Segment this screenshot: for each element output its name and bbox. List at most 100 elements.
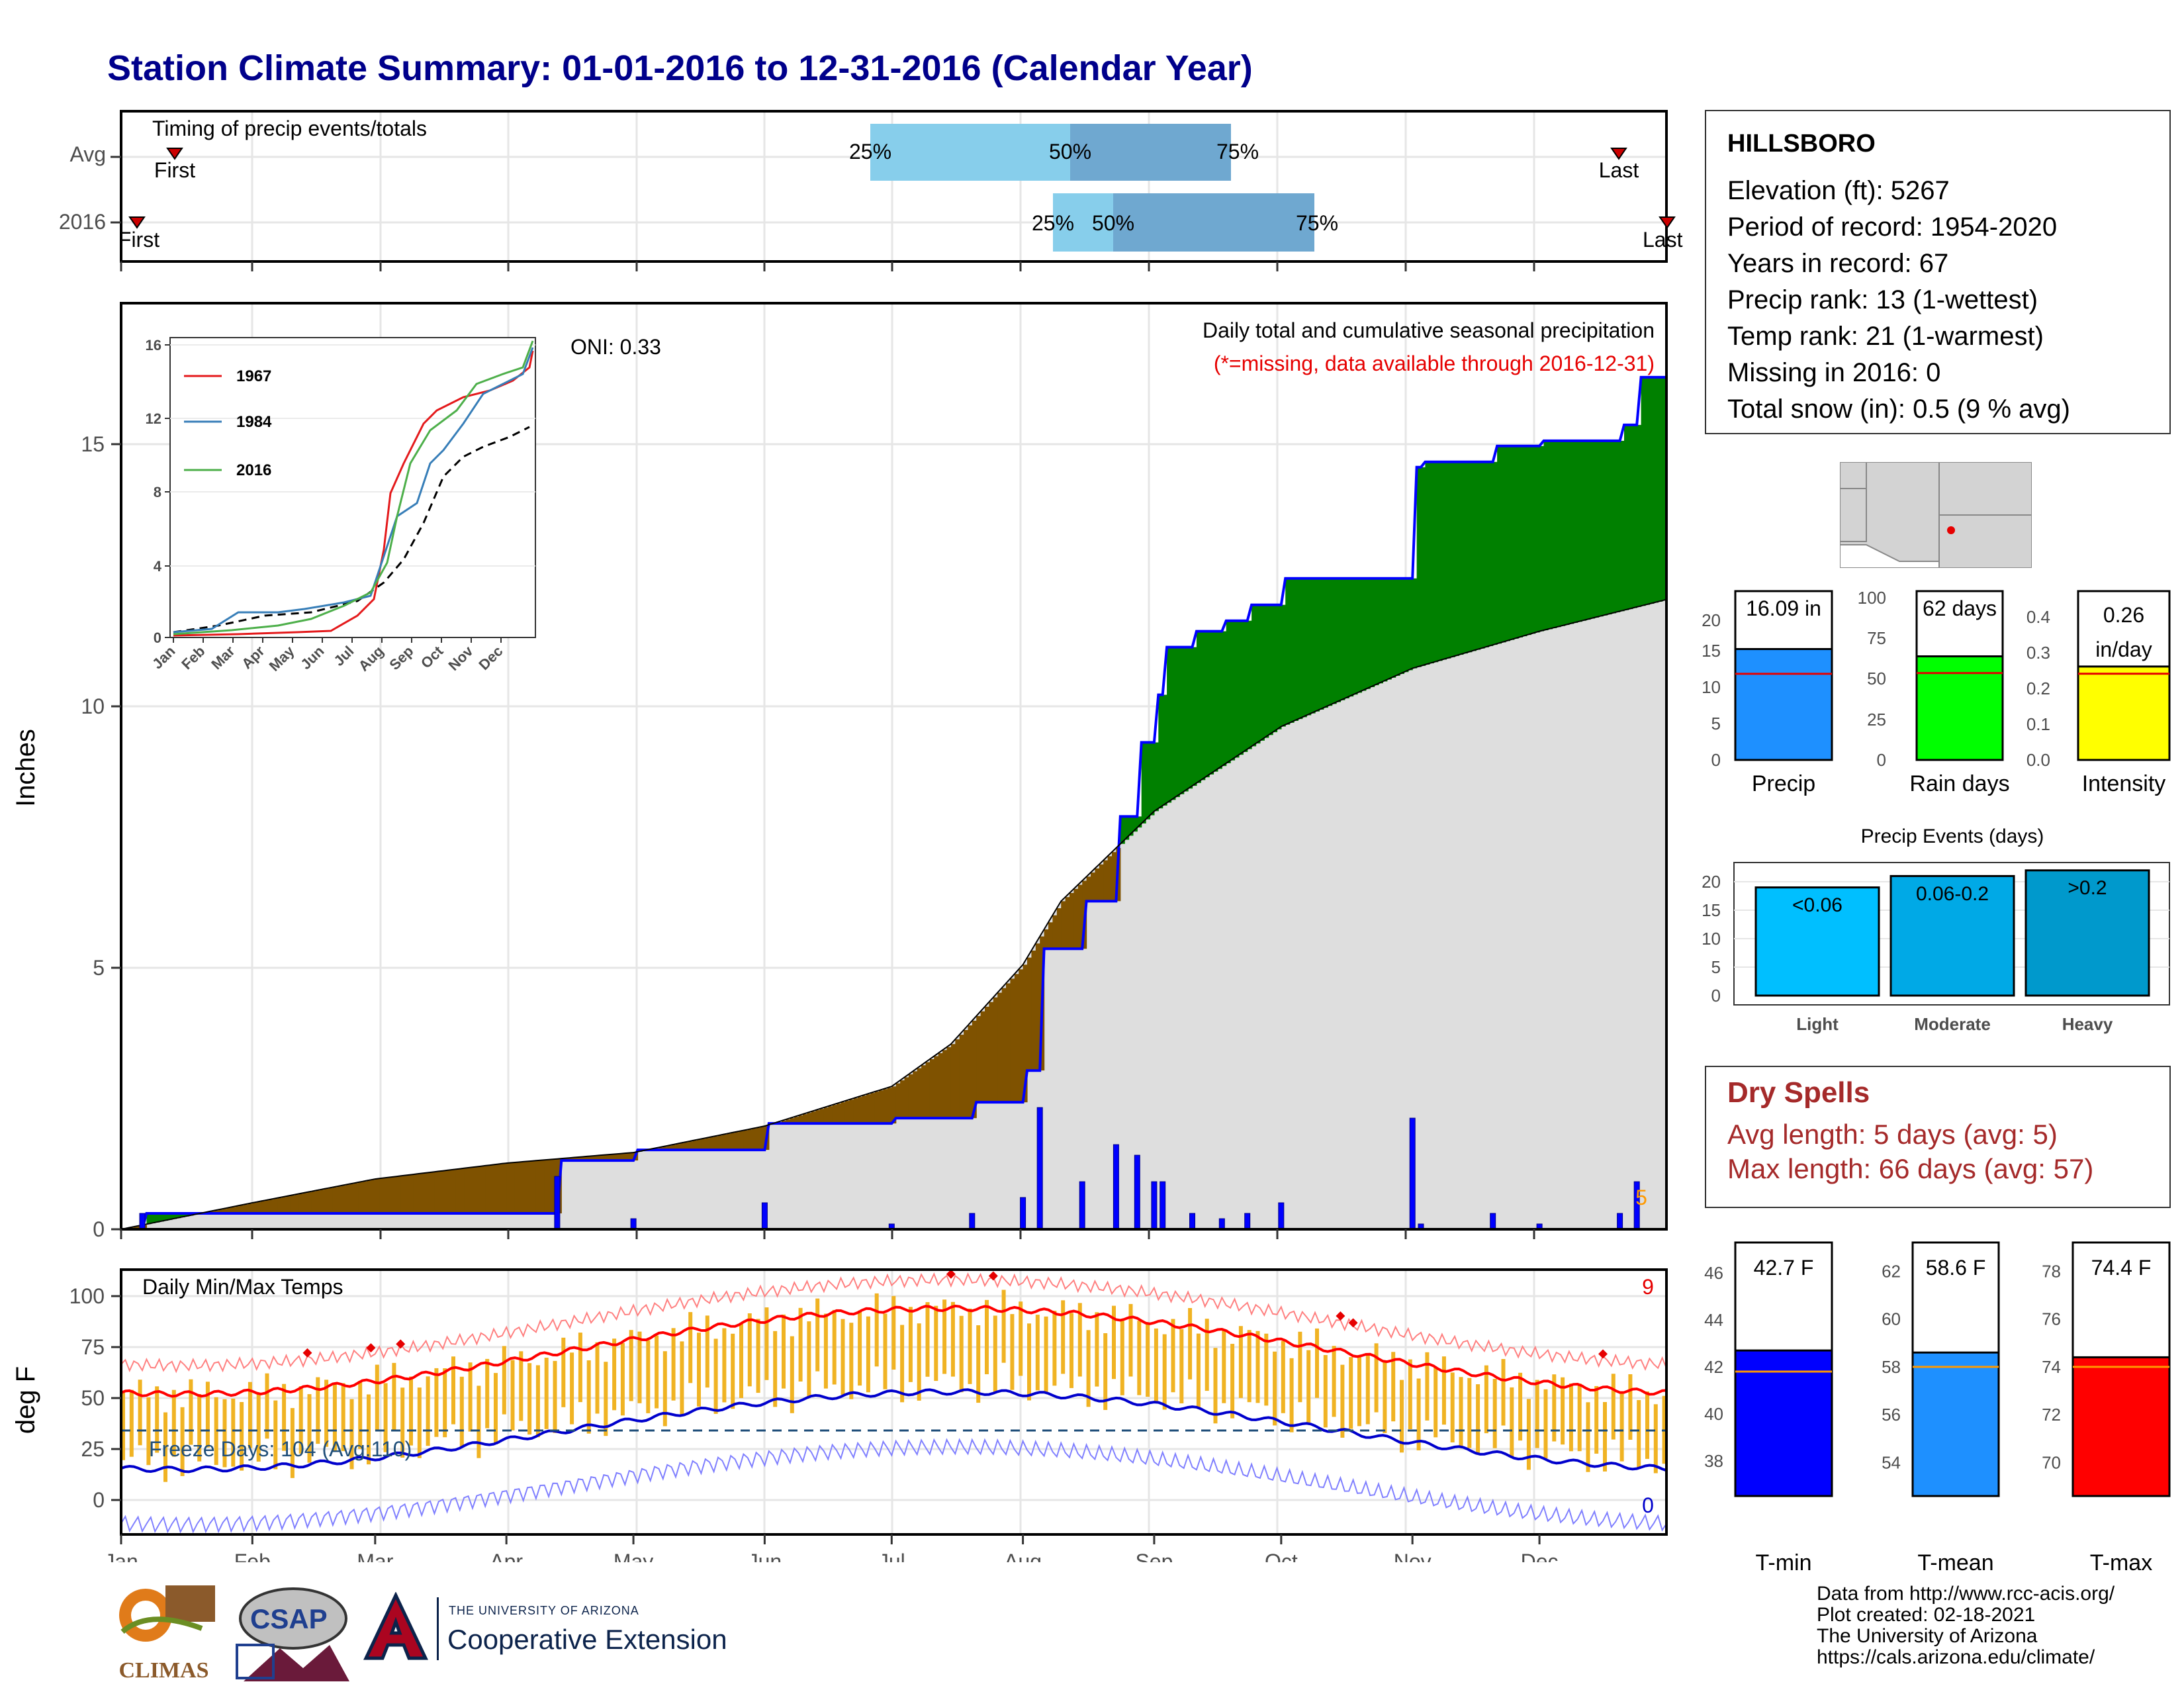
tmean-yaxis: 54 56 58 60 62: [1882, 1261, 1901, 1472]
surplus-area: [1441, 461, 1447, 660]
surplus-area: [1404, 578, 1409, 673]
daily-temp-bar: [646, 1340, 651, 1413]
surplus-area: [1400, 578, 1404, 675]
deficit-area: [950, 1044, 956, 1119]
surplus-area: [1531, 445, 1536, 634]
daily-temp-bar: [1535, 1380, 1539, 1448]
temp-ytick: 50: [81, 1386, 105, 1410]
inset-ytick: 12: [146, 410, 161, 427]
surplus-area: [171, 1213, 177, 1219]
inset-month-label: Mar: [208, 643, 238, 673]
surplus-area: [1302, 578, 1307, 718]
inset-legend-1984: 1984: [236, 413, 272, 431]
daily-temp-bar: [1061, 1300, 1066, 1374]
deficit-area: [455, 1169, 461, 1214]
daily-precip-bar: [1409, 1117, 1416, 1230]
deficit-area: [375, 1179, 380, 1214]
deficit-area: [544, 1160, 549, 1213]
deficit-area: [578, 1157, 583, 1161]
surplus-area: [1374, 578, 1379, 686]
daily-temp-bar: [891, 1295, 896, 1370]
surplus-area: [1459, 461, 1464, 655]
deficit-area: [388, 1177, 392, 1213]
precip-ytick: 15: [81, 432, 105, 456]
daily-temp-bar: [494, 1373, 498, 1444]
tmin-ytick: 46: [1704, 1263, 1723, 1283]
surplus-area: [1433, 461, 1439, 663]
deficit-area: [256, 1201, 261, 1213]
surplus-area: [1594, 440, 1600, 618]
deficit-area: [625, 1153, 630, 1160]
surplus-area: [1217, 631, 1222, 769]
surplus-area: [1480, 461, 1485, 649]
daily-temp-bar: [1019, 1301, 1023, 1376]
daily-temp-bar: [688, 1312, 693, 1383]
temp-ytick: 75: [81, 1335, 105, 1359]
deficit-area: [760, 1127, 765, 1150]
surplus-area: [1552, 440, 1557, 628]
precip-yaxis: 0 5 10 15: [81, 432, 121, 1241]
daily-temp-bar: [637, 1331, 642, 1403]
surplus-area: [1167, 647, 1172, 803]
deficit-area: [337, 1186, 342, 1213]
daily-temp-bar: [985, 1299, 989, 1374]
deficit-area: [527, 1161, 533, 1213]
daily-temp-bar: [121, 1393, 125, 1460]
temp-ytick: 100: [69, 1284, 105, 1308]
surplus-area: [1492, 461, 1498, 645]
dry-spells-max: Max length: 66 days (avg: 57): [1727, 1153, 2094, 1184]
record-min-line: [120, 1438, 1667, 1534]
month-label: Nov: [1394, 1550, 1432, 1562]
daily-temp-bar: [180, 1407, 185, 1476]
daily-temp-bar: [332, 1383, 337, 1452]
deficit-area: [752, 1129, 757, 1150]
daily-temp-bar: [1459, 1377, 1463, 1448]
timing-panel: Timing of precip events/totals Avg 2016 …: [59, 110, 1683, 271]
inset-line-1984: [173, 347, 534, 633]
daily-precip-bar: [630, 1218, 637, 1230]
inset-month-label: Feb: [178, 643, 208, 673]
daily-precip-bar: [1134, 1154, 1140, 1230]
surplus-area: [1251, 604, 1257, 747]
daily-temp-bar: [773, 1331, 778, 1407]
deficit-area: [1027, 957, 1032, 1071]
daily-temp-bar: [1433, 1367, 1438, 1438]
daily-temp-bar: [1603, 1402, 1607, 1472]
surplus-area: [1645, 377, 1650, 605]
deficit-area: [604, 1154, 609, 1161]
month-label: Feb: [234, 1550, 271, 1562]
daily-temp-bar: [1289, 1358, 1294, 1432]
surplus-area: [1128, 816, 1134, 836]
daily-temp-bar: [1306, 1350, 1311, 1423]
surplus-area: [1120, 816, 1125, 844]
surplus-area: [1264, 604, 1269, 738]
daily-temp-bar: [1086, 1330, 1091, 1407]
deficit-area: [277, 1197, 283, 1213]
deficit-area: [235, 1206, 240, 1213]
y2016-first-marker: [128, 216, 146, 229]
daily-temp-bar: [815, 1298, 820, 1372]
deficit-area: [514, 1162, 520, 1213]
daily-temp-bar: [1501, 1359, 1506, 1426]
daily-precip-bar: [1113, 1144, 1119, 1230]
surplus-area: [1226, 620, 1231, 763]
deficit-area: [629, 1152, 634, 1161]
surplus-area: [1132, 816, 1138, 832]
surplus-area: [1522, 445, 1527, 637]
surplus-area: [1150, 742, 1155, 816]
surplus-area: [1273, 604, 1278, 733]
deficit-area: [502, 1163, 507, 1213]
daily-temp-bar: [214, 1397, 218, 1466]
deficit-area: [997, 992, 1003, 1103]
daily-temp-bar: [866, 1316, 870, 1393]
surplus-area: [1476, 461, 1481, 650]
daily-temp-bar: [1238, 1326, 1243, 1398]
daily-temp-bar: [934, 1305, 938, 1382]
daily-temp-bar: [629, 1330, 633, 1401]
cold-record-count: 0: [1642, 1493, 1654, 1517]
tmax-value: 74.4 F: [2091, 1256, 2152, 1280]
daily-temp-bar: [942, 1299, 947, 1374]
deficit-area: [841, 1102, 846, 1124]
daily-temp-bar: [713, 1338, 718, 1414]
daily-temp-bar: [612, 1338, 617, 1411]
